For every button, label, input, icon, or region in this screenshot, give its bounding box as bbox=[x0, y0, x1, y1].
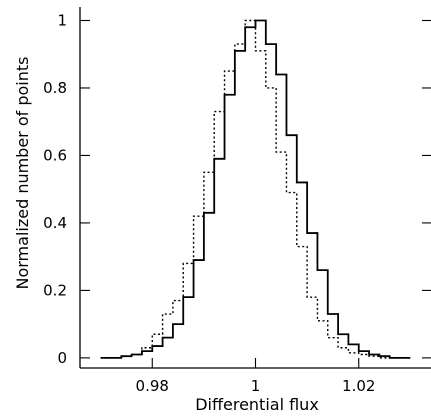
series-layer bbox=[100, 19, 411, 359]
y-tick-label: 0.6 bbox=[43, 146, 67, 164]
histogram-dotted-series bbox=[100, 19, 411, 359]
x-tick-label: 1.02 bbox=[342, 377, 375, 395]
histogram-solid-series bbox=[100, 19, 411, 359]
y-tick-label: 0.8 bbox=[43, 79, 67, 97]
y-tick-label: 0.4 bbox=[43, 214, 67, 232]
y-tick-label: 1 bbox=[57, 11, 67, 29]
x-tick-label: 1 bbox=[251, 377, 261, 395]
y-tick-label: 0 bbox=[57, 349, 67, 367]
y-ticks: 0 0.2 0.4 0.6 0.8 1 bbox=[43, 11, 431, 367]
y-tick-label: 0.2 bbox=[43, 281, 67, 299]
plot-frame bbox=[79, 7, 431, 369]
x-ticks: 0.98 1 1.02 bbox=[136, 358, 375, 395]
x-axis-label: Differential flux bbox=[195, 395, 319, 414]
x-tick-label: 0.98 bbox=[136, 377, 169, 395]
y-axis-label: Normalized number of points bbox=[13, 57, 32, 290]
